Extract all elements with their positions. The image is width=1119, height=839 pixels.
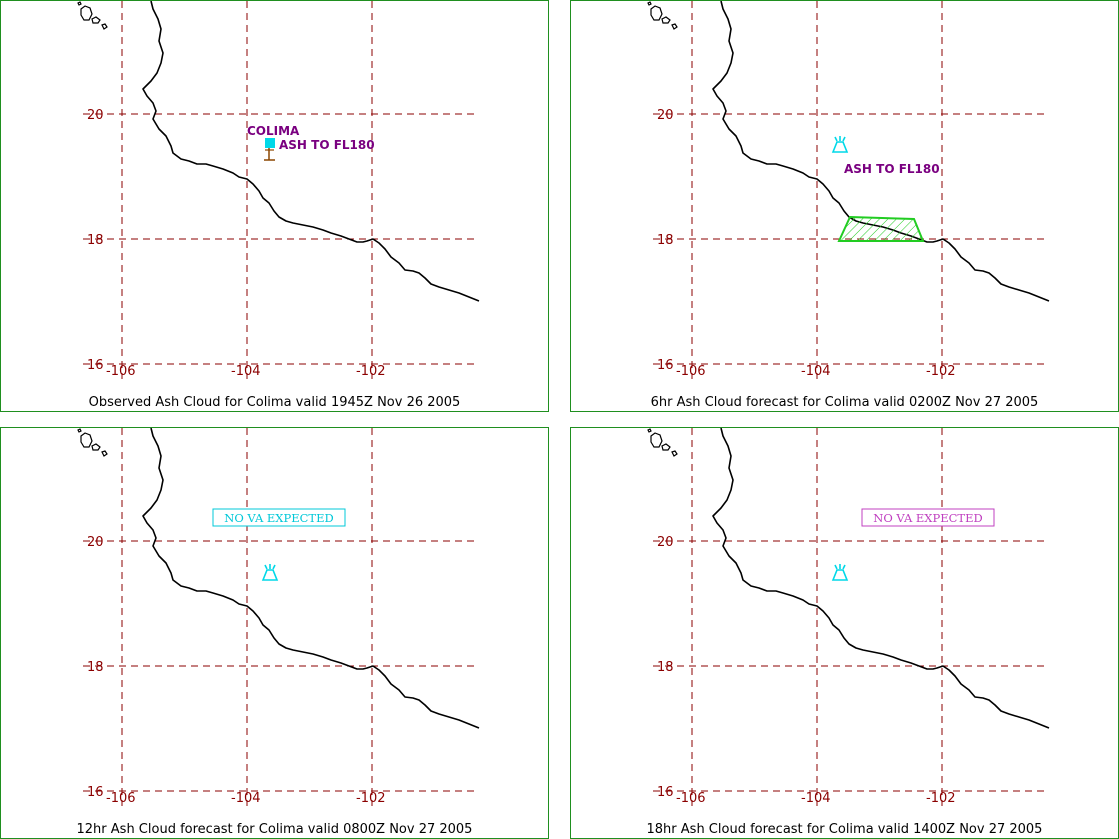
latitude-label: 16 [657, 785, 674, 800]
ash-cloud-polygon [837, 215, 925, 242]
volcano-icon [831, 136, 849, 153]
ash-level-label: ASH TO FL180 [279, 138, 375, 152]
map-panel-18hr-forecast: 20 18 16 -106 -104 -102 NO VA EXPECTED 18hr As… [570, 427, 1119, 839]
latitude-label: 20 [87, 108, 104, 123]
revillagigedo-islands [77, 1, 108, 30]
map-canvas: 20 18 16 -106 -104 -102 ASH TO FL180 [647, 1, 1050, 379]
volcano-icon [261, 564, 279, 581]
map-canvas: 20 18 16 -106 -104 -102 NO VA EXPECTED [647, 428, 1050, 806]
revillagigedo-islands [647, 1, 678, 30]
latitude-label: 20 [657, 108, 674, 123]
panel-caption: 18hr Ash Cloud forecast for Colima valid… [646, 822, 1043, 837]
coastline [712, 428, 1050, 729]
longitude-label: -104 [231, 364, 261, 379]
panel-caption: Observed Ash Cloud for Colima valid 1945… [88, 395, 461, 410]
longitude-label: -106 [106, 791, 136, 806]
longitude-label: -106 [676, 364, 706, 379]
no-va-expected-box: NO VA EXPECTED [861, 508, 995, 527]
volcano-icon [265, 138, 275, 148]
latitude-label: 18 [657, 660, 674, 675]
latitude-label: 18 [87, 233, 104, 248]
no-va-expected-label: NO VA EXPECTED [873, 511, 982, 525]
longitude-label: -104 [801, 791, 831, 806]
longitude-label: -102 [356, 364, 386, 379]
map-panel-observed: 20 18 16 -106 -104 -102 COLIMA ASH TO FL180 Obs… [0, 0, 549, 412]
map-panel-6hr-forecast: 20 18 16 -106 -104 -102 ASH TO FL180 6hr Ash C… [570, 0, 1119, 412]
longitude-label: -102 [356, 791, 386, 806]
ash-level-label: ASH TO FL180 [844, 162, 940, 176]
latitude-label: 16 [87, 358, 104, 373]
map-panel-12hr-forecast: 20 18 16 -106 -104 -102 NO VA EXPECTED 12hr As… [0, 427, 549, 839]
volcano-icon [831, 564, 849, 581]
longitude-label: -104 [801, 364, 831, 379]
graticule [83, 428, 479, 806]
longitude-label: -104 [231, 791, 261, 806]
no-va-expected-label: NO VA EXPECTED [224, 511, 333, 525]
latitude-label: 20 [657, 535, 674, 550]
latitude-label: 16 [657, 358, 674, 373]
longitude-label: -106 [676, 791, 706, 806]
panel-caption: 12hr Ash Cloud forecast for Colima valid… [76, 822, 473, 837]
latitude-label: 18 [87, 660, 104, 675]
graticule [653, 428, 1049, 806]
latitude-label: 16 [87, 785, 104, 800]
coastline [142, 1, 480, 302]
volcano-name-label: COLIMA [247, 124, 300, 138]
latitude-label: 20 [87, 535, 104, 550]
no-va-expected-box: NO VA EXPECTED [212, 508, 346, 527]
latitude-label: 18 [657, 233, 674, 248]
coastline [712, 1, 1050, 302]
longitude-label: -102 [926, 791, 956, 806]
revillagigedo-islands [647, 428, 678, 457]
graticule [653, 1, 1049, 379]
longitude-label: -106 [106, 364, 136, 379]
revillagigedo-islands [77, 428, 108, 457]
longitude-label: -102 [926, 364, 956, 379]
map-canvas: 20 18 16 -106 -104 -102 NO VA EXPECTED [77, 428, 480, 806]
coastline [142, 428, 480, 729]
panel-caption: 6hr Ash Cloud forecast for Colima valid … [650, 395, 1039, 410]
graticule [83, 1, 479, 379]
